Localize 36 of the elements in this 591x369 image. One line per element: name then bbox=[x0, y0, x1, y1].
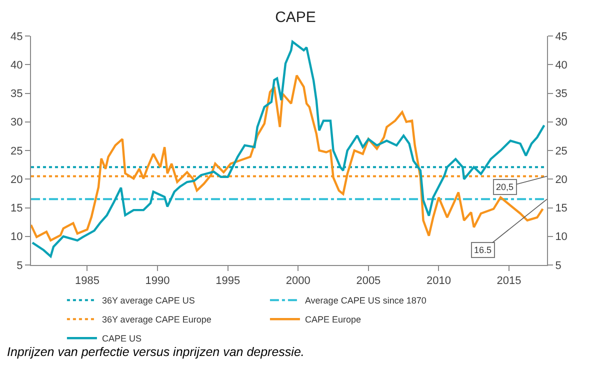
y2-tick-label: 15 bbox=[555, 202, 568, 215]
y-tick-label: 20 bbox=[10, 174, 23, 186]
text: Inprijzen van perfectie versus inprijzen van depressie. bbox=[7, 345, 304, 359]
y-tick-label: 25 bbox=[10, 145, 23, 158]
legend-label: CAPE Europe bbox=[304, 314, 361, 325]
line-series bbox=[31, 74, 544, 242]
legend-label: CAPE US bbox=[102, 334, 142, 344]
y2-tick-label: 35 bbox=[555, 88, 568, 100]
legend-label: 36Y average CAPE Europe bbox=[102, 314, 212, 325]
y-tick-label: 15 bbox=[10, 202, 23, 215]
annotation: 20,5 bbox=[496, 182, 514, 192]
y2-tick-label: 30 bbox=[555, 116, 568, 129]
annotation: 16.5 bbox=[474, 245, 492, 255]
x-tick-label: 2005 bbox=[356, 275, 381, 288]
y2-tick-label: 40 bbox=[555, 59, 568, 72]
y2-tick-label: 5 bbox=[555, 260, 562, 272]
y-tick-label: 10 bbox=[10, 231, 23, 244]
chart-title: CAPE bbox=[275, 8, 316, 26]
x-tick-label: 2015 bbox=[496, 275, 522, 288]
legend-label: 36Y average CAPE US bbox=[102, 296, 195, 306]
x-tick-label: 2000 bbox=[286, 275, 310, 288]
y-tick-label: 35 bbox=[10, 88, 23, 100]
y-tick-label: 40 bbox=[10, 59, 23, 72]
y2-tick-label: 45 bbox=[555, 30, 568, 43]
legend-label: Average CAPE US since 1870 bbox=[304, 296, 426, 306]
y2-tick-label: 20 bbox=[555, 174, 568, 186]
line-series bbox=[31, 40, 546, 258]
y-tick-label: 45 bbox=[10, 30, 23, 43]
y-tick-label: 5 bbox=[16, 260, 23, 272]
x-tick-label: 1990 bbox=[145, 275, 170, 288]
x-tick-label: 2010 bbox=[426, 275, 451, 288]
y2-tick-label: 10 bbox=[555, 231, 568, 244]
y-tick-label: 30 bbox=[10, 116, 23, 129]
x-tick-label: 1995 bbox=[216, 275, 240, 288]
y2-tick-label: 25 bbox=[555, 145, 568, 158]
x-tick-label: 1985 bbox=[75, 275, 100, 288]
